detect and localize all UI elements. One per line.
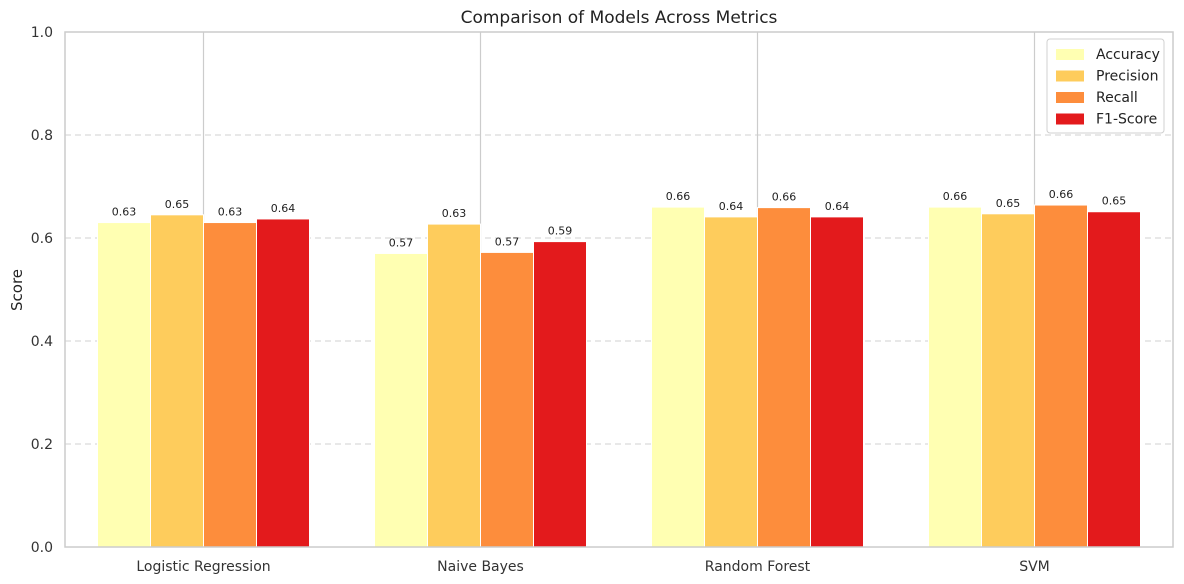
bar-recall xyxy=(1034,204,1088,548)
y-tick-label: 0.0 xyxy=(31,540,53,556)
bar-f1-score xyxy=(810,216,864,548)
bar-recall xyxy=(480,251,534,548)
y-tick-label: 0.4 xyxy=(31,334,53,350)
bar-value-label: 0.65 xyxy=(996,197,1021,210)
legend-swatch xyxy=(1056,49,1084,60)
bar-precision xyxy=(427,223,481,548)
bar-value-label: 0.57 xyxy=(495,235,520,248)
legend-label: F1-Score xyxy=(1096,112,1157,128)
bar-value-label: 0.64 xyxy=(719,200,744,213)
legend-box xyxy=(1046,38,1165,134)
x-tick-label: Logistic Regression xyxy=(136,559,270,575)
legend-swatch xyxy=(1056,70,1084,82)
x-tick-label: SVM xyxy=(1019,559,1050,575)
plot-frame xyxy=(64,31,1174,548)
bar-value-label: 0.66 xyxy=(943,190,968,203)
bar-value-label: 0.64 xyxy=(825,200,850,213)
bar-precision xyxy=(150,214,204,548)
legend-swatch xyxy=(1056,92,1084,103)
legend: Accuracy Precision Recall F1-Score xyxy=(1046,38,1165,134)
bar-value-label: 0.59 xyxy=(548,225,573,238)
axes-layer: 0.0 0.2 0.4 0.6 0.8 1.0 Logistic Regression Nai… xyxy=(31,25,1174,575)
legend-swatch xyxy=(1056,113,1084,125)
bar-recall xyxy=(203,222,257,548)
x-tick-label: Random Forest xyxy=(705,559,811,575)
bar-accuracy xyxy=(928,206,982,548)
bar-precision xyxy=(981,213,1035,548)
y-tick-label: 0.6 xyxy=(31,231,53,247)
legend-label: Precision xyxy=(1096,69,1158,85)
bar-value-label: 0.65 xyxy=(1102,195,1127,208)
bar-accuracy xyxy=(374,252,428,548)
bar-precision xyxy=(704,216,758,548)
bar-value-label: 0.64 xyxy=(271,202,296,215)
y-tick-label: 1.0 xyxy=(31,25,53,41)
bar-value-label: 0.66 xyxy=(666,190,691,203)
bar-value-label: 0.66 xyxy=(1049,188,1074,201)
bar-f1-score xyxy=(1087,211,1141,548)
bar-recall xyxy=(757,207,811,548)
y-axis-label: Score xyxy=(8,269,26,311)
legend-label: Accuracy xyxy=(1096,47,1160,63)
x-tick-label: Naive Bayes xyxy=(437,559,524,575)
bar-value-label: 0.63 xyxy=(218,206,243,219)
bar-value-label: 0.63 xyxy=(112,206,137,219)
bar-accuracy xyxy=(97,222,151,548)
bar-accuracy xyxy=(651,206,705,548)
bar-value-label: 0.66 xyxy=(772,191,797,204)
y-tick-label: 0.8 xyxy=(31,128,53,144)
bar-value-label: 0.57 xyxy=(389,236,414,249)
bar-f1-score xyxy=(256,218,310,548)
bar-value-label: 0.65 xyxy=(165,198,190,211)
bar-f1-score xyxy=(533,241,587,548)
bars-layer xyxy=(97,204,1141,548)
data-labels-layer: 0.63 0.57 0.66 0.66 0.65 0.63 0.64 0.65 0.63 0.57… xyxy=(112,188,1127,249)
legend-label: Recall xyxy=(1096,90,1138,106)
chart-title: Comparison of Models Across Metrics xyxy=(461,8,778,28)
bar-value-label: 0.63 xyxy=(442,207,467,220)
y-tick-label: 0.2 xyxy=(31,437,53,453)
